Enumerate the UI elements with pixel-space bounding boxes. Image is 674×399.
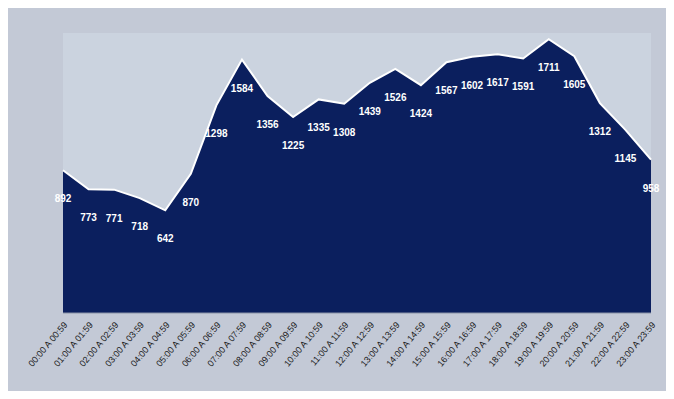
svg-text:04:00 A 04:59: 04:00 A 04:59 — [128, 320, 172, 369]
svg-text:1602: 1602 — [461, 80, 484, 91]
svg-text:06:00 A 06:59: 06:00 A 06:59 — [179, 320, 223, 369]
svg-text:00:00 A 00:59: 00:00 A 00:59 — [26, 320, 70, 369]
svg-text:23:00 A 23:59: 23:00 A 23:59 — [614, 320, 657, 369]
svg-text:1308: 1308 — [333, 127, 356, 138]
svg-text:1526: 1526 — [384, 92, 407, 103]
svg-text:03:00 A 03:59: 03:00 A 03:59 — [103, 320, 147, 369]
svg-text:773: 773 — [80, 212, 97, 223]
svg-text:16:00 A 16:59: 16:00 A 16:59 — [435, 320, 479, 369]
svg-text:1439: 1439 — [359, 106, 382, 117]
svg-text:718: 718 — [131, 221, 148, 232]
svg-text:14:00 A 14:59: 14:00 A 14:59 — [384, 320, 428, 369]
svg-text:20:00 A 20:59: 20:00 A 20:59 — [537, 320, 581, 369]
svg-text:870: 870 — [182, 197, 199, 208]
svg-text:1356: 1356 — [256, 119, 279, 130]
svg-text:1591: 1591 — [512, 81, 535, 92]
svg-text:01:00 A 01:59: 01:00 A 01:59 — [51, 320, 95, 369]
svg-text:17:00 A 17:59: 17:00 A 17:59 — [461, 320, 504, 369]
svg-text:22:00 A 22:59: 22:00 A 22:59 — [588, 320, 632, 369]
svg-text:1298: 1298 — [205, 128, 228, 139]
svg-text:11:00 A 11:59: 11:00 A 11:59 — [308, 320, 351, 368]
svg-text:21:00 A 21:59: 21:00 A 21:59 — [563, 320, 607, 369]
svg-text:19:00 A 19:59: 19:00 A 19:59 — [512, 320, 556, 369]
svg-text:18:00 A 18:59: 18:00 A 18:59 — [486, 320, 530, 369]
svg-text:1312: 1312 — [589, 126, 612, 137]
svg-text:1711: 1711 — [538, 62, 560, 73]
svg-text:09:00 A 09:59: 09:00 A 09:59 — [256, 320, 300, 369]
svg-text:1335: 1335 — [308, 122, 331, 133]
svg-text:10:00 A 10:59: 10:00 A 10:59 — [282, 320, 326, 369]
svg-text:1567: 1567 — [435, 85, 458, 96]
svg-text:642: 642 — [157, 233, 174, 244]
svg-text:07:00 A 07:59: 07:00 A 07:59 — [205, 320, 249, 369]
svg-text:08:00 A 08:59: 08:00 A 08:59 — [230, 320, 274, 369]
svg-text:1605: 1605 — [563, 79, 586, 90]
svg-text:02:00 A 02:59: 02:00 A 02:59 — [77, 320, 121, 369]
svg-text:15:00 A 15:59: 15:00 A 15:59 — [409, 320, 453, 369]
svg-text:12:00 A 12:59: 12:00 A 12:59 — [333, 320, 377, 369]
svg-text:892: 892 — [55, 193, 72, 204]
svg-text:1584: 1584 — [231, 83, 254, 94]
svg-text:1617: 1617 — [486, 77, 509, 88]
svg-text:771: 771 — [106, 213, 123, 224]
svg-text:1424: 1424 — [410, 108, 433, 119]
svg-text:05:00 A 05:59: 05:00 A 05:59 — [154, 320, 198, 369]
svg-text:958: 958 — [643, 183, 660, 194]
svg-text:1145: 1145 — [615, 153, 637, 164]
svg-text:13:00 A 13:59: 13:00 A 13:59 — [358, 320, 402, 369]
svg-text:1225: 1225 — [282, 140, 305, 151]
